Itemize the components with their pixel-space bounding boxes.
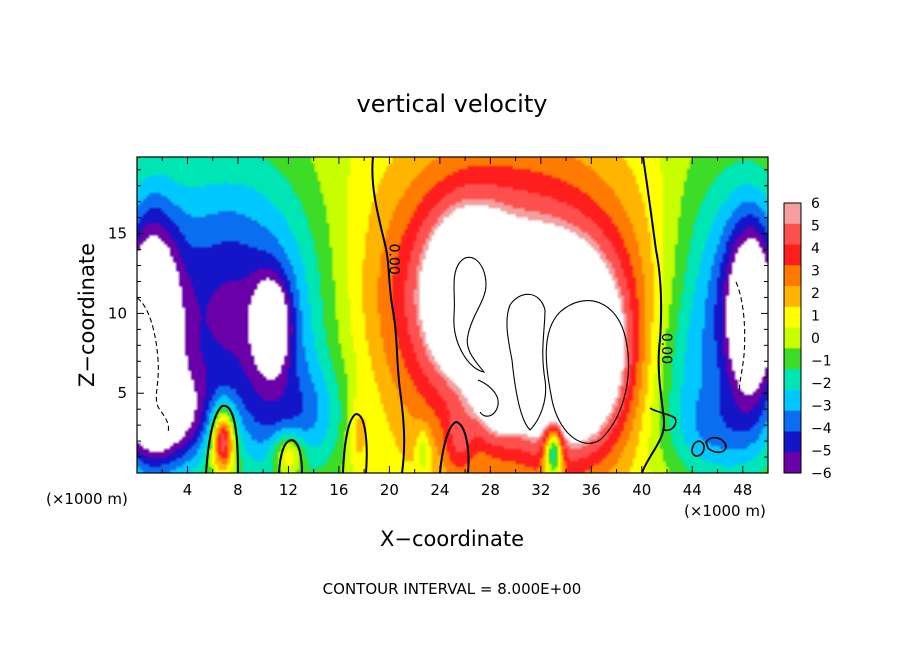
velocity-field-image xyxy=(137,157,768,473)
x-tick-label: 40 xyxy=(632,481,651,499)
colorbar-swatch xyxy=(784,369,801,391)
colorbar-swatch xyxy=(784,431,801,453)
zero-contour-blob-24 xyxy=(439,420,470,473)
colorbar-label: 5 xyxy=(811,219,820,235)
x-unit-right: (×1000 m) xyxy=(684,502,766,520)
colorbar-label: −5 xyxy=(811,444,832,460)
positive-contour-updraft-core xyxy=(545,300,629,444)
zero-contour-blob-6 xyxy=(205,404,239,473)
colorbar-swatch xyxy=(784,244,801,266)
colorbar-swatch xyxy=(784,306,801,329)
zero-contours xyxy=(137,157,746,473)
chart-title: vertical velocity xyxy=(357,90,548,118)
negative-contour-left-edge xyxy=(137,297,170,433)
colorbar-label: −1 xyxy=(811,354,832,370)
colorbar-swatch xyxy=(784,286,801,308)
x-axis-label: X−coordinate xyxy=(380,527,524,551)
colorbar-label: 2 xyxy=(811,286,820,302)
colorbar-label: 3 xyxy=(811,264,820,280)
plot-frame xyxy=(136,156,769,474)
x-tick-label: 48 xyxy=(733,481,752,499)
x-tick-label: 36 xyxy=(582,481,601,499)
zero-contour-tail-40 xyxy=(649,407,677,432)
contour-label: 0.00 xyxy=(658,333,674,364)
x-tick-label: 16 xyxy=(329,481,348,499)
x-tick-label: 4 xyxy=(183,481,193,499)
colorbar-label: −2 xyxy=(811,376,832,392)
colorbar-label: −3 xyxy=(811,399,832,415)
x-tick-label: 44 xyxy=(683,481,702,499)
contour-label-group: 0.00 0.00 xyxy=(385,244,674,365)
positive-contour-updraft-lower xyxy=(477,379,499,417)
colorbar-label: 0 xyxy=(811,331,820,347)
x-tick-label: 20 xyxy=(380,481,399,499)
colorbar-swatch xyxy=(784,223,801,245)
colorbar-label: −4 xyxy=(811,421,832,437)
x-tick-label: 32 xyxy=(531,481,550,499)
colorbar-swatch xyxy=(784,389,801,412)
colorbar-frame xyxy=(783,202,802,474)
colorbar-label: −6 xyxy=(811,466,832,482)
colorbar-swatch xyxy=(784,327,801,349)
x-tick-label: 8 xyxy=(233,481,243,499)
colorbar-swatch xyxy=(784,410,801,432)
plot-area: 0.00 0.00 xyxy=(137,157,768,473)
positive-contour-updraft-upper xyxy=(453,256,487,373)
colorbar-swatch xyxy=(784,348,801,370)
zero-contour-small-44 xyxy=(691,440,705,457)
zero-contour-blob-12 xyxy=(278,438,303,473)
zero-contour-small-45 xyxy=(705,436,727,454)
y-axis-ticks: 5 10 15 xyxy=(108,169,768,458)
colorbar-label: 4 xyxy=(811,241,820,257)
y-tick-label: 5 xyxy=(117,384,127,402)
positive-contour-updraft-band xyxy=(506,293,547,431)
contour-interval-note: CONTOUR INTERVAL = 8.000E+00 xyxy=(323,580,582,598)
zero-contour-blob-17 xyxy=(342,412,368,473)
contour-label: 0.00 xyxy=(385,244,401,275)
x-axis-ticks: 4 8 12 16 20 24 28 32 36 40 44 48 xyxy=(161,157,752,499)
x-tick-label: 24 xyxy=(430,481,449,499)
colorbar-swatch xyxy=(784,452,801,474)
colorbar-label: 6 xyxy=(811,196,820,212)
negative-contour-right-edge xyxy=(735,281,746,396)
y-axis-label: Z−coordinate xyxy=(75,243,99,387)
y-tick-label: 15 xyxy=(108,225,127,243)
colorbar-label: 1 xyxy=(811,309,820,325)
colorbar: 6 5 4 3 2 1 0 −1 −2 −3 −4 −5 −6 xyxy=(783,196,832,482)
x-tick-label: 12 xyxy=(279,481,298,499)
colorbar-swatch xyxy=(784,265,801,287)
zero-contour-central-left xyxy=(371,157,406,473)
y-tick-label: 10 xyxy=(108,304,127,322)
colorbar-swatch xyxy=(784,203,801,225)
zero-contour-central-right xyxy=(641,157,666,473)
x-unit-left: (×1000 m) xyxy=(46,490,128,508)
x-tick-label: 28 xyxy=(481,481,500,499)
